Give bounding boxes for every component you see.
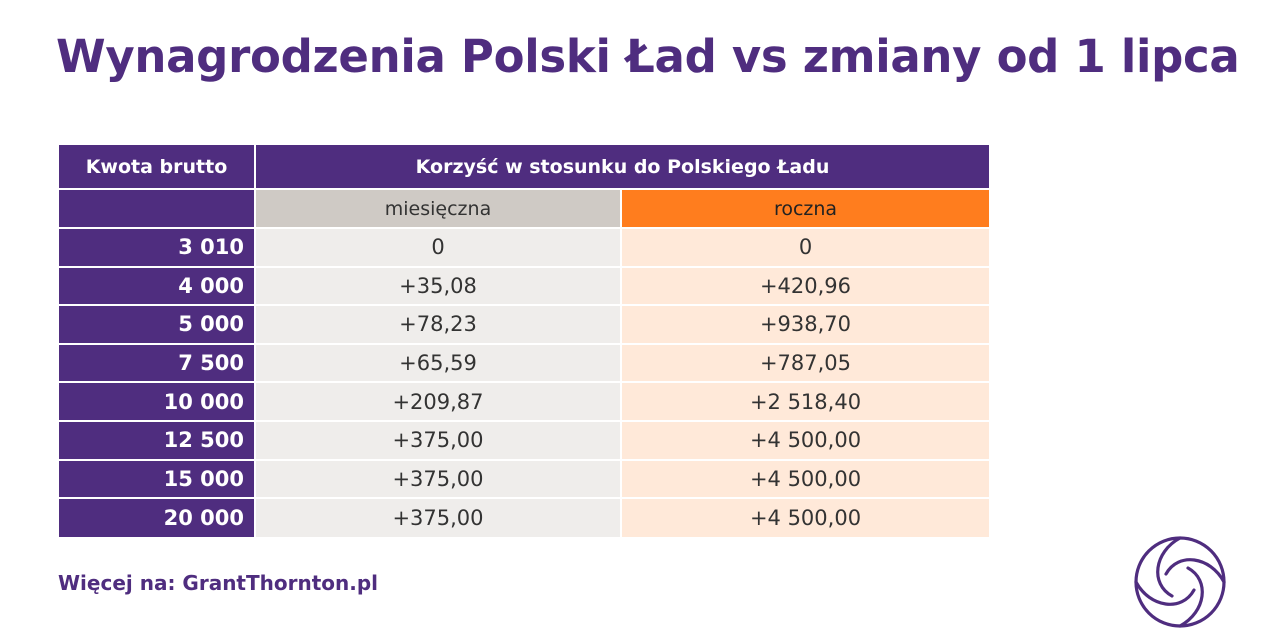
table-body: 3 010 0 0 4 000 +35,08 +420,96 5 000 +78,23 +938… [59,227,989,537]
monthly-benefit-cell: +65,59 [255,342,622,383]
table-row: 10 000 +209,87 +2 518,40 [59,381,989,421]
yearly-benefit-cell: +420,96 [621,265,989,306]
monthly-benefit-cell: +375,00 [255,458,622,499]
yearly-benefit-cell: +787,05 [621,342,989,383]
table-row: 20 000 +375,00 +4 500,00 [59,497,989,537]
table-row: 5 000 +78,23 +938,70 [59,304,989,344]
yearly-benefit-cell: +938,70 [621,304,989,344]
amount-cell: 15 000 [59,458,256,499]
page-title: Wynagrodzenia Polski Ład vs zmiany od 1 … [56,30,1240,83]
amount-cell: 4 000 [59,265,256,306]
salary-comparison-table: Kwota brutto Korzyść w stosunku do Polsk… [59,145,989,537]
table-row: 3 010 0 0 [59,227,989,267]
table-subheader-row: miesięczna roczna [59,188,989,228]
monthly-benefit-cell: +78,23 [255,304,622,344]
yearly-column-header: roczna [621,188,989,228]
amount-cell: 12 500 [59,419,256,460]
footer-link-text: Więcej na: GrantThornton.pl [58,571,379,595]
yearly-benefit-cell: +4 500,00 [621,458,989,499]
table-row: 12 500 +375,00 +4 500,00 [59,419,989,460]
yearly-benefit-cell: +2 518,40 [621,381,989,421]
amount-cell: 3 010 [59,227,256,267]
amount-cell: 5 000 [59,304,256,344]
amount-cell: 7 500 [59,342,256,383]
yearly-benefit-cell: +4 500,00 [621,419,989,460]
monthly-benefit-cell: +375,00 [255,419,622,460]
monthly-benefit-cell: +35,08 [255,265,622,306]
table-row: 15 000 +375,00 +4 500,00 [59,458,989,499]
yearly-benefit-cell: 0 [621,227,989,267]
benefit-group-header: Korzyść w stosunku do Polskiego Ładu [255,145,989,189]
subheader-spacer [59,188,256,228]
monthly-benefit-cell: 0 [255,227,622,267]
monthly-benefit-cell: +375,00 [255,497,622,537]
table-row: 4 000 +35,08 +420,96 [59,265,989,306]
amount-cell: 10 000 [59,381,256,421]
yearly-benefit-cell: +4 500,00 [621,497,989,537]
table-row: 7 500 +65,59 +787,05 [59,342,989,383]
amount-column-header: Kwota brutto [59,145,256,189]
table-header-row: Kwota brutto Korzyść w stosunku do Polsk… [59,145,989,189]
grant-thornton-swirl-icon [1134,536,1226,628]
amount-cell: 20 000 [59,497,256,537]
monthly-benefit-cell: +209,87 [255,381,622,421]
monthly-column-header: miesięczna [255,188,622,228]
